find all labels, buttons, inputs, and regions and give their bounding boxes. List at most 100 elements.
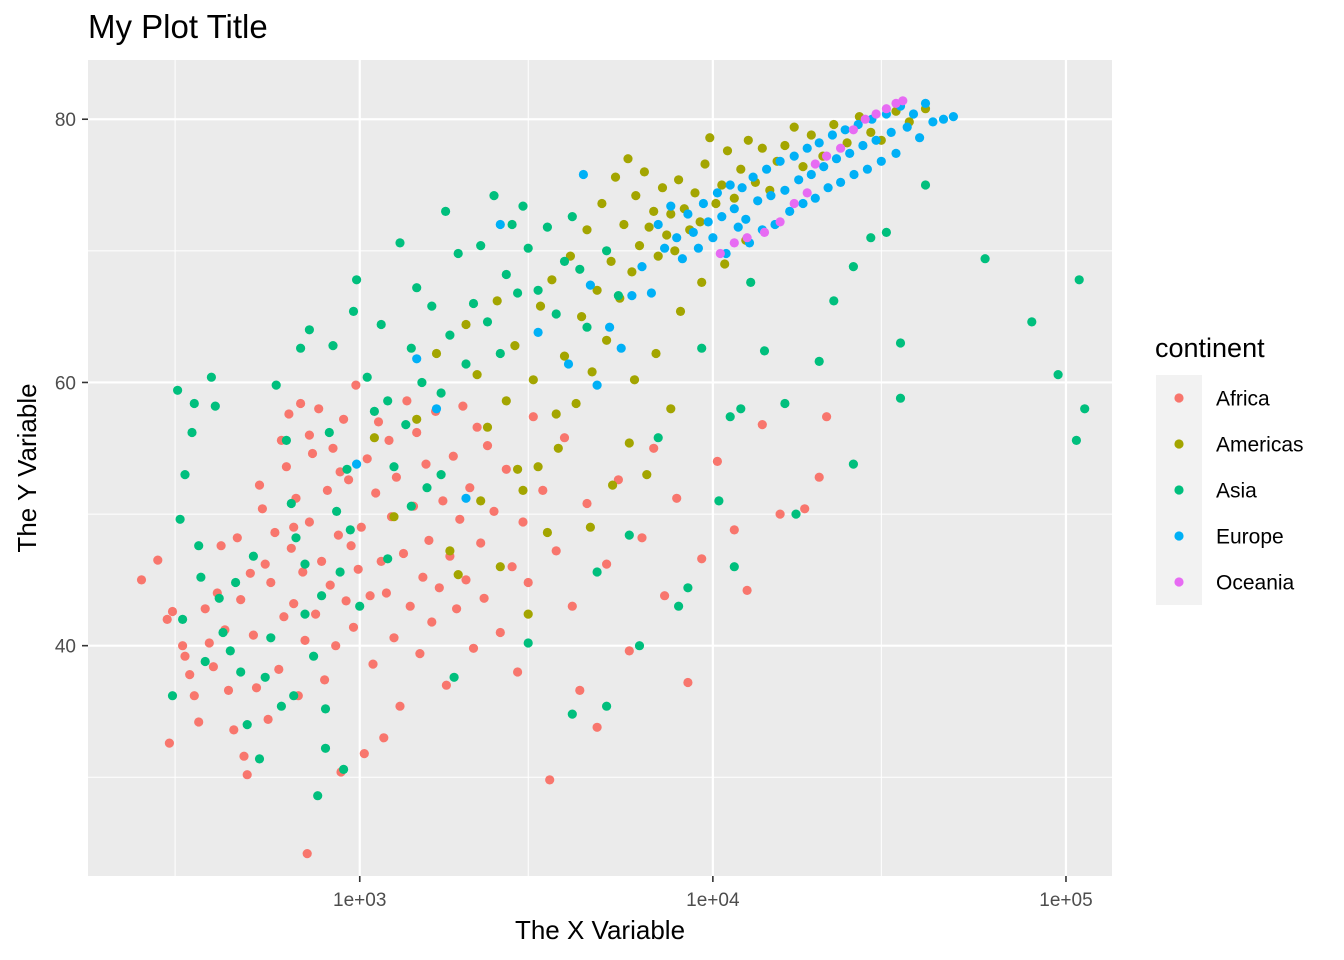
data-point [741, 214, 751, 224]
data-point [422, 483, 432, 493]
data-point [254, 480, 265, 490]
data-point [708, 233, 718, 243]
data-point [672, 233, 682, 243]
data-point [279, 612, 289, 622]
data-point [461, 359, 471, 369]
data-point [712, 456, 723, 466]
data-point [653, 219, 663, 230]
data-point [180, 470, 190, 480]
data-point [175, 514, 185, 524]
data-point [307, 448, 318, 459]
data-point [637, 262, 647, 272]
data-point [757, 420, 767, 430]
data-point [418, 572, 428, 582]
data-point [592, 380, 602, 390]
data-point [304, 325, 314, 335]
data-point [980, 254, 990, 264]
data-point [559, 351, 570, 361]
data-point [757, 143, 767, 153]
data-point [637, 533, 647, 543]
data-point [476, 496, 486, 506]
data-point [725, 412, 735, 422]
data-point [405, 601, 415, 611]
data-point [427, 617, 437, 627]
data-point [780, 185, 790, 195]
data-point [335, 467, 345, 477]
data-point [862, 164, 873, 174]
data-point [660, 591, 670, 601]
data-point [383, 396, 393, 406]
data-point [582, 225, 592, 235]
data-point [208, 662, 218, 672]
data-point [722, 146, 733, 156]
data-point [898, 96, 908, 106]
data-point [551, 409, 561, 419]
data-point [194, 541, 204, 551]
data-point [800, 504, 810, 514]
data-point [814, 356, 824, 366]
data-point [791, 509, 801, 519]
data-point [266, 633, 276, 643]
data-point [1053, 370, 1063, 380]
data-point [260, 672, 270, 682]
data-point [362, 372, 372, 382]
data-point [780, 398, 790, 409]
data-point [284, 409, 294, 419]
data-point [260, 559, 270, 569]
data-point [458, 401, 468, 411]
data-point [575, 685, 585, 696]
data-point [644, 222, 654, 232]
data-point [891, 148, 901, 158]
data-point [501, 269, 511, 280]
data-point [339, 414, 349, 424]
data-point [427, 301, 437, 311]
data-point [412, 427, 422, 438]
y-tick-label: 80 [55, 110, 76, 131]
data-point [542, 222, 553, 232]
data-point [866, 127, 876, 137]
series-europe [352, 98, 959, 503]
data-point [309, 651, 319, 661]
data-point [627, 267, 637, 277]
data-point [806, 169, 816, 180]
data-point [602, 701, 612, 711]
data-point [501, 396, 511, 406]
data-point [320, 675, 330, 685]
series-oceania [715, 96, 908, 259]
data-point [653, 433, 663, 443]
data-point [406, 501, 416, 511]
data-point [860, 114, 870, 124]
data-point [597, 198, 607, 209]
data-point [848, 125, 859, 135]
data-point [345, 525, 355, 535]
data-point [331, 641, 341, 651]
data-point [472, 370, 482, 380]
data-point [461, 493, 471, 503]
data-point [616, 343, 626, 353]
data-point [421, 459, 431, 469]
x-axis-tick-labels: 1e+03 1e+04 1e+05 [333, 890, 1093, 911]
data-point [248, 551, 258, 561]
data-point [167, 606, 178, 617]
data-point [271, 380, 281, 390]
data-point [876, 156, 886, 166]
data-point [476, 538, 486, 548]
data-point [200, 604, 210, 614]
data-point [798, 162, 808, 172]
data-point [495, 219, 505, 230]
data-point [495, 348, 505, 359]
data-point [535, 301, 546, 311]
data-point [858, 140, 868, 151]
data-point [351, 380, 361, 390]
data-point [210, 401, 220, 411]
data-point [266, 577, 276, 588]
data-point [836, 177, 846, 187]
data-point [623, 154, 633, 164]
data-point [225, 646, 235, 656]
data-point [434, 583, 444, 593]
series-africa [136, 380, 832, 859]
data-point [736, 404, 746, 414]
data-point [369, 433, 379, 443]
data-point [660, 243, 670, 253]
data-point [173, 385, 183, 395]
